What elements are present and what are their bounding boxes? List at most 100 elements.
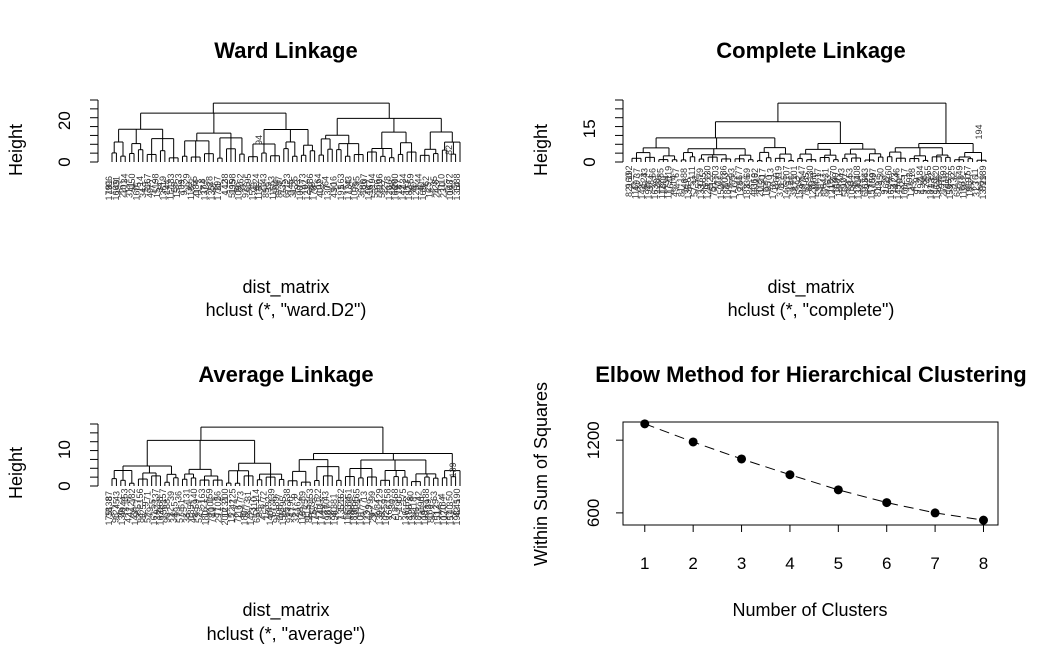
leaf-label: 32	[165, 507, 175, 517]
leaf-label: 43	[909, 181, 919, 191]
leaf-label: 130	[322, 185, 332, 200]
leaf-label: 133	[696, 184, 706, 199]
leaf-label: 190	[285, 496, 295, 511]
leaf-label: 108	[275, 504, 285, 519]
leaf-label: 86	[786, 175, 796, 185]
leaf-label: 32	[882, 175, 892, 185]
leaf-label: 122	[313, 488, 323, 503]
leaf-label: 123	[890, 172, 900, 187]
leaf-label: 28	[205, 176, 215, 186]
leaf-label: 157	[962, 165, 972, 180]
elbow-point	[882, 498, 892, 508]
leaf-label: 87	[256, 499, 266, 509]
leaf-label: 166	[391, 185, 401, 200]
leaf-label: 57	[288, 507, 298, 517]
leaf-label: 2	[388, 515, 398, 520]
leaf-label: 17	[813, 168, 823, 178]
leaf-label: 125	[228, 488, 238, 503]
leaf-label: 29	[368, 513, 378, 523]
leaf-label: 200	[220, 510, 230, 525]
leaf-label: 170	[929, 178, 939, 193]
leaf-label: 183	[742, 184, 752, 199]
leaf-label: 173	[297, 173, 307, 188]
leaf-label: 59	[377, 188, 387, 198]
leaf-label: 79	[695, 168, 705, 178]
leaf-label: 132	[949, 172, 959, 187]
leaf-label: 81	[676, 187, 686, 197]
leaf-label: 21	[198, 499, 208, 509]
leaf-label: 117	[165, 186, 175, 200]
leaf-label: 68	[307, 182, 317, 192]
leaf-label: 160	[899, 184, 909, 199]
leaf-label: 184	[915, 165, 925, 180]
leaf-label: 184	[198, 179, 208, 194]
leaf-label: 121	[302, 185, 312, 200]
ward-panel: Ward Linkage Height 020 9631134150141671…	[6, 38, 462, 320]
leaf-label: 160	[624, 172, 634, 187]
leaf-label: 38	[104, 507, 114, 517]
elbow-series-line	[644, 423, 984, 521]
leaf-label: 168	[832, 178, 842, 193]
leaf-label: 180	[659, 178, 669, 193]
leaf-label: 142	[246, 510, 256, 525]
leaf-label: 142	[397, 185, 407, 200]
leaf-label: 147	[797, 165, 807, 180]
leaf-label: 99	[172, 507, 182, 517]
leaf-label: 184	[438, 496, 448, 511]
leaf-label: 57	[175, 513, 185, 523]
leaf-label: 7	[322, 184, 332, 189]
elbow-ylabel: Within Sum of Squares	[531, 382, 551, 566]
leaf-label: 164	[818, 178, 828, 193]
leaf-label: 17	[700, 181, 710, 191]
leaf-label: 153	[794, 184, 804, 199]
leaf-label: 185	[186, 504, 196, 519]
leaf-label: 127	[126, 496, 136, 511]
leaf-label: 95	[763, 181, 773, 191]
leaf-label: 197	[936, 178, 946, 193]
highlighted-leaf-label: 82	[444, 145, 454, 155]
leaf-label: 129	[411, 185, 421, 200]
leaf-label: 7	[274, 493, 284, 498]
leaf-label: 4	[259, 515, 269, 520]
elbow-panel: Elbow Method for Hierarchical Clustering…	[531, 362, 1027, 620]
leaf-label: 181	[926, 184, 936, 199]
leaf-label: 34	[138, 188, 148, 198]
leaf-label: 163	[336, 173, 346, 188]
leaf-label: 175	[398, 488, 408, 503]
leaf-label: 20	[755, 187, 765, 197]
leaf-label: 22	[713, 175, 723, 185]
leaf-label: 149	[954, 165, 964, 180]
leaf-label: 155	[945, 184, 955, 199]
leaf-label: 102	[213, 496, 223, 511]
leaf-label: 28	[206, 182, 216, 192]
leaf-label: 191	[336, 185, 346, 200]
leaf-label: 53	[814, 187, 824, 197]
leaf-label: 103	[847, 184, 857, 199]
leaf-label: 79	[145, 507, 155, 517]
leaf-label: 110	[437, 174, 447, 188]
leaf-label: 172	[148, 179, 158, 194]
complete-xlabel: dist_matrix	[767, 277, 854, 298]
leaf-label: 127	[111, 504, 121, 519]
leaf-label: 42	[123, 513, 133, 523]
leaf-label: 43	[344, 176, 354, 186]
leaf-label: 14	[452, 182, 462, 192]
leaf-label: 198	[323, 510, 333, 525]
leaf-label: 85	[655, 168, 665, 178]
leaf-label: 165	[886, 184, 896, 199]
leaf-label: 97	[240, 507, 250, 517]
leaf-label: 13	[766, 168, 776, 178]
leaf-label: 4	[220, 190, 230, 195]
leaf-label: 102	[314, 179, 324, 194]
leaf-label: 40	[416, 182, 426, 192]
elbow-xlabel: Number of Clusters	[732, 600, 887, 620]
complete-title: Complete Linkage	[716, 38, 905, 63]
leaf-label: 51	[227, 188, 237, 198]
leaf-label: 10	[438, 182, 448, 192]
leaf-label: 170	[895, 178, 905, 193]
leaf-label: 164	[860, 172, 870, 187]
leaf-label: 63	[823, 175, 833, 185]
leaf-label: 42	[452, 507, 462, 517]
leaf-label: 64	[853, 175, 863, 185]
leaf-label: 165	[801, 172, 811, 187]
